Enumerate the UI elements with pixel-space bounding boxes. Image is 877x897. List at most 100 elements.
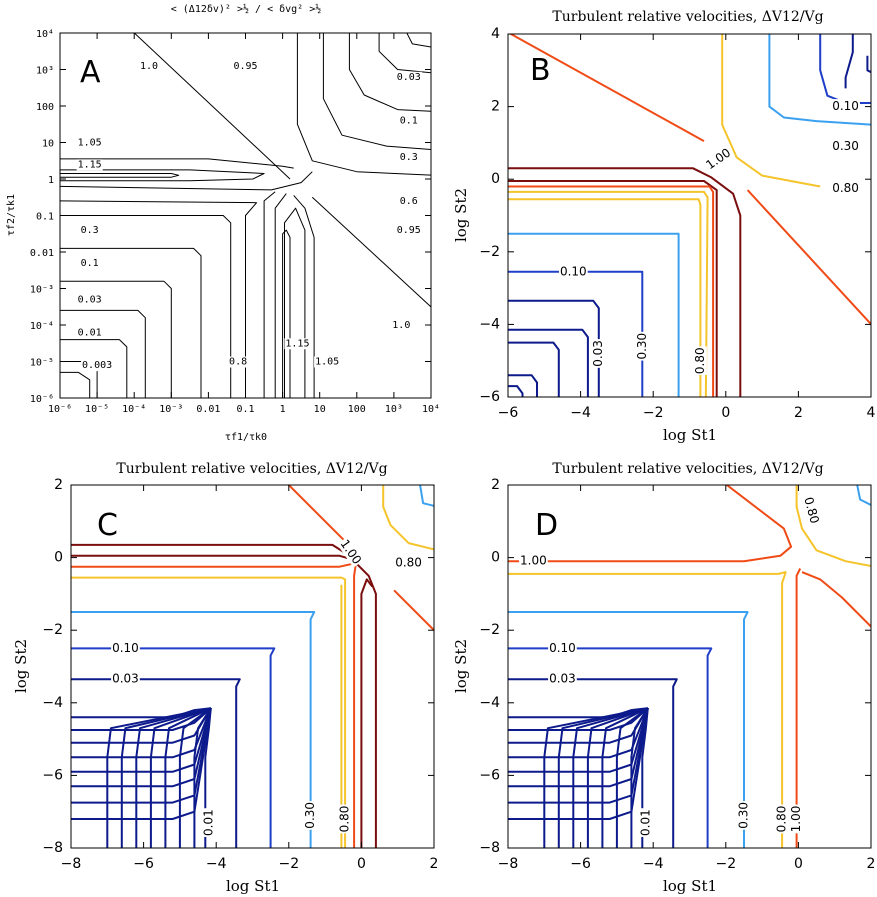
contour-0-01 xyxy=(204,708,212,848)
contour-label-bg xyxy=(232,60,259,72)
contour-label-0-10: 0.10 xyxy=(112,641,139,655)
contour-label-0-30: 0.30 xyxy=(832,139,859,153)
x-tick-label: 0 xyxy=(721,405,730,421)
contour-0-01 xyxy=(71,707,212,773)
contour-low xyxy=(60,215,232,398)
panel-a-ticks: 10⁻⁶ 10⁻⁵ 10⁻⁴ 10⁻³ 0.01 0.1 1 10 100 10³ 10⁴ 10⁻⁶ 1… xyxy=(30,29,440,415)
contour-0-6 xyxy=(322,33,431,151)
panel-d-title: Turbulent relative velocities, ΔV12/Vg xyxy=(552,461,823,477)
contour-0-80 xyxy=(721,34,821,188)
panel-b-frame xyxy=(507,33,872,398)
contour-0-03 xyxy=(844,34,854,89)
panel-c-ticks: −8 −6 −4 −2 0 2 −8 −6 −4 −2 0 2 xyxy=(42,477,438,872)
x-tick-label: −4 xyxy=(206,856,227,872)
contour-label-bg xyxy=(76,327,103,339)
panel-a-title: < (Δ12δv)² >½ / < δvg² >½ xyxy=(171,3,322,15)
contour-label: 0.8 xyxy=(229,357,247,368)
contour-label-0-10-bg xyxy=(558,264,588,279)
x-tick-label: −2 xyxy=(278,856,299,872)
x-tick-label: −4 xyxy=(643,856,664,872)
y-tick-label: −2 xyxy=(479,244,500,260)
contour-1-00 xyxy=(393,589,434,632)
contour-1-05 xyxy=(293,195,315,398)
contour-1-00 xyxy=(508,34,705,142)
contour-label-0-03: 0.03 xyxy=(112,672,139,686)
contour-low xyxy=(60,247,202,398)
contour-label-0-03: 0.03 xyxy=(549,672,576,686)
contour-label-0-80: 0.80 xyxy=(801,496,821,525)
y-tick-label: 10⁻⁶ xyxy=(30,394,54,405)
contour-1-0 xyxy=(311,196,431,308)
contour-0-03 xyxy=(866,55,871,74)
contour-label-0-30: 0.30 xyxy=(736,802,750,829)
contour-0-01 xyxy=(71,707,212,759)
y-tick-label: 4 xyxy=(491,26,500,42)
x-tick-label: 10⁻⁵ xyxy=(85,404,109,415)
panel-d-contour-labels: 0.801.000.100.030.01 0.30 0.80 1.00 xyxy=(519,494,823,837)
contour-0-10 xyxy=(508,270,644,397)
contour-1-00 xyxy=(287,485,348,544)
contour-0-01 xyxy=(149,707,212,848)
contour-label: 1.0 xyxy=(392,320,410,331)
panel-b: Turbulent relative velocities, ΔV12/Vg B… xyxy=(452,9,876,444)
y-tick-label: 0.01 xyxy=(30,248,54,259)
contour-label-0-30: 0.30 xyxy=(303,802,317,829)
contour-0-01 xyxy=(641,708,649,848)
contour-0-01 xyxy=(193,707,212,848)
x-tick-label: 2 xyxy=(867,856,876,872)
x-tick-label: 10⁻⁶ xyxy=(48,404,72,415)
contour-label-0-80: 0.80 xyxy=(693,347,707,374)
panel-c-title: Turbulent relative velocities, ΔV12/Vg xyxy=(116,461,387,477)
contour-0-03 xyxy=(406,33,431,48)
x-tick-label: 10⁻³ xyxy=(159,404,183,415)
contour-label-0-80: 0.80 xyxy=(832,181,859,195)
y-tick-label: 2 xyxy=(54,477,63,493)
contour-0-01 xyxy=(71,707,212,731)
contour-1-05 xyxy=(508,167,742,397)
contour-label-0-80: 0.80 xyxy=(775,806,789,833)
y-tick-label: −2 xyxy=(479,622,500,638)
panel-b-x-label: log St1 xyxy=(663,426,717,444)
contour-0-03 xyxy=(508,385,524,397)
x-tick-label: 10⁴ xyxy=(422,404,440,415)
panel-b-contour-labels: 1.000.100.300.800.100.03 0.300.80 xyxy=(558,99,860,376)
y-tick-label: 10⁻⁵ xyxy=(30,358,54,369)
contour-label: 0.03 xyxy=(397,72,421,83)
contour-1-05 xyxy=(71,543,377,848)
contour-label-0-80: 0.80 xyxy=(395,556,422,570)
contour-low xyxy=(60,309,146,398)
contour-label-0-03: 0.03 xyxy=(591,340,605,367)
contour-label: 0.3 xyxy=(400,152,418,163)
contour-0-01 xyxy=(508,707,649,731)
contour-0-01 xyxy=(164,707,212,848)
contour-1-05 xyxy=(71,554,353,561)
contour-label-0-10-bg xyxy=(111,640,140,655)
panel-a-contour-labels: 1.0 0.95 0.03 0.1 0.3 0.6 0.95 1.05 1.15 0.3 0.1 0.… xyxy=(76,60,422,372)
panel-b-letter: B xyxy=(530,53,551,88)
panel-d-x-label: log St1 xyxy=(663,877,717,895)
contour-label-0-01: 0.01 xyxy=(201,809,215,836)
contour-label-bg xyxy=(398,115,419,127)
x-tick-label: 0.1 xyxy=(236,404,254,415)
x-tick-label: 4 xyxy=(867,405,876,421)
panel-c: Turbulent relative velocities, ΔV12/Vg C… xyxy=(12,461,438,895)
panel-a-letter: A xyxy=(80,55,101,90)
contour-label-0-01: 0.01 xyxy=(638,809,652,836)
y-tick-label: 2 xyxy=(491,477,500,493)
contour-label-bg xyxy=(395,225,422,237)
contour-0-30 xyxy=(419,485,434,507)
contour-0-30 xyxy=(508,611,749,848)
x-tick-label: 0 xyxy=(794,856,803,872)
contour-label-0-03-bg xyxy=(111,671,140,686)
panel-d-ticks: −8 −6 −4 −2 0 2 −8 −6 −4 −2 0 2 xyxy=(479,477,875,872)
x-tick-label: −2 xyxy=(643,405,664,421)
contour-0-30 xyxy=(768,34,871,126)
x-tick-label: 100 xyxy=(348,404,366,415)
y-tick-label: −4 xyxy=(479,316,500,332)
contour-0-30 xyxy=(508,232,680,397)
contour-label-bg xyxy=(398,195,419,207)
contour-label: 1.05 xyxy=(78,138,102,149)
contour-1-00 xyxy=(508,485,793,563)
contour-0-03 xyxy=(508,328,589,397)
x-tick-label: −6 xyxy=(570,856,591,872)
